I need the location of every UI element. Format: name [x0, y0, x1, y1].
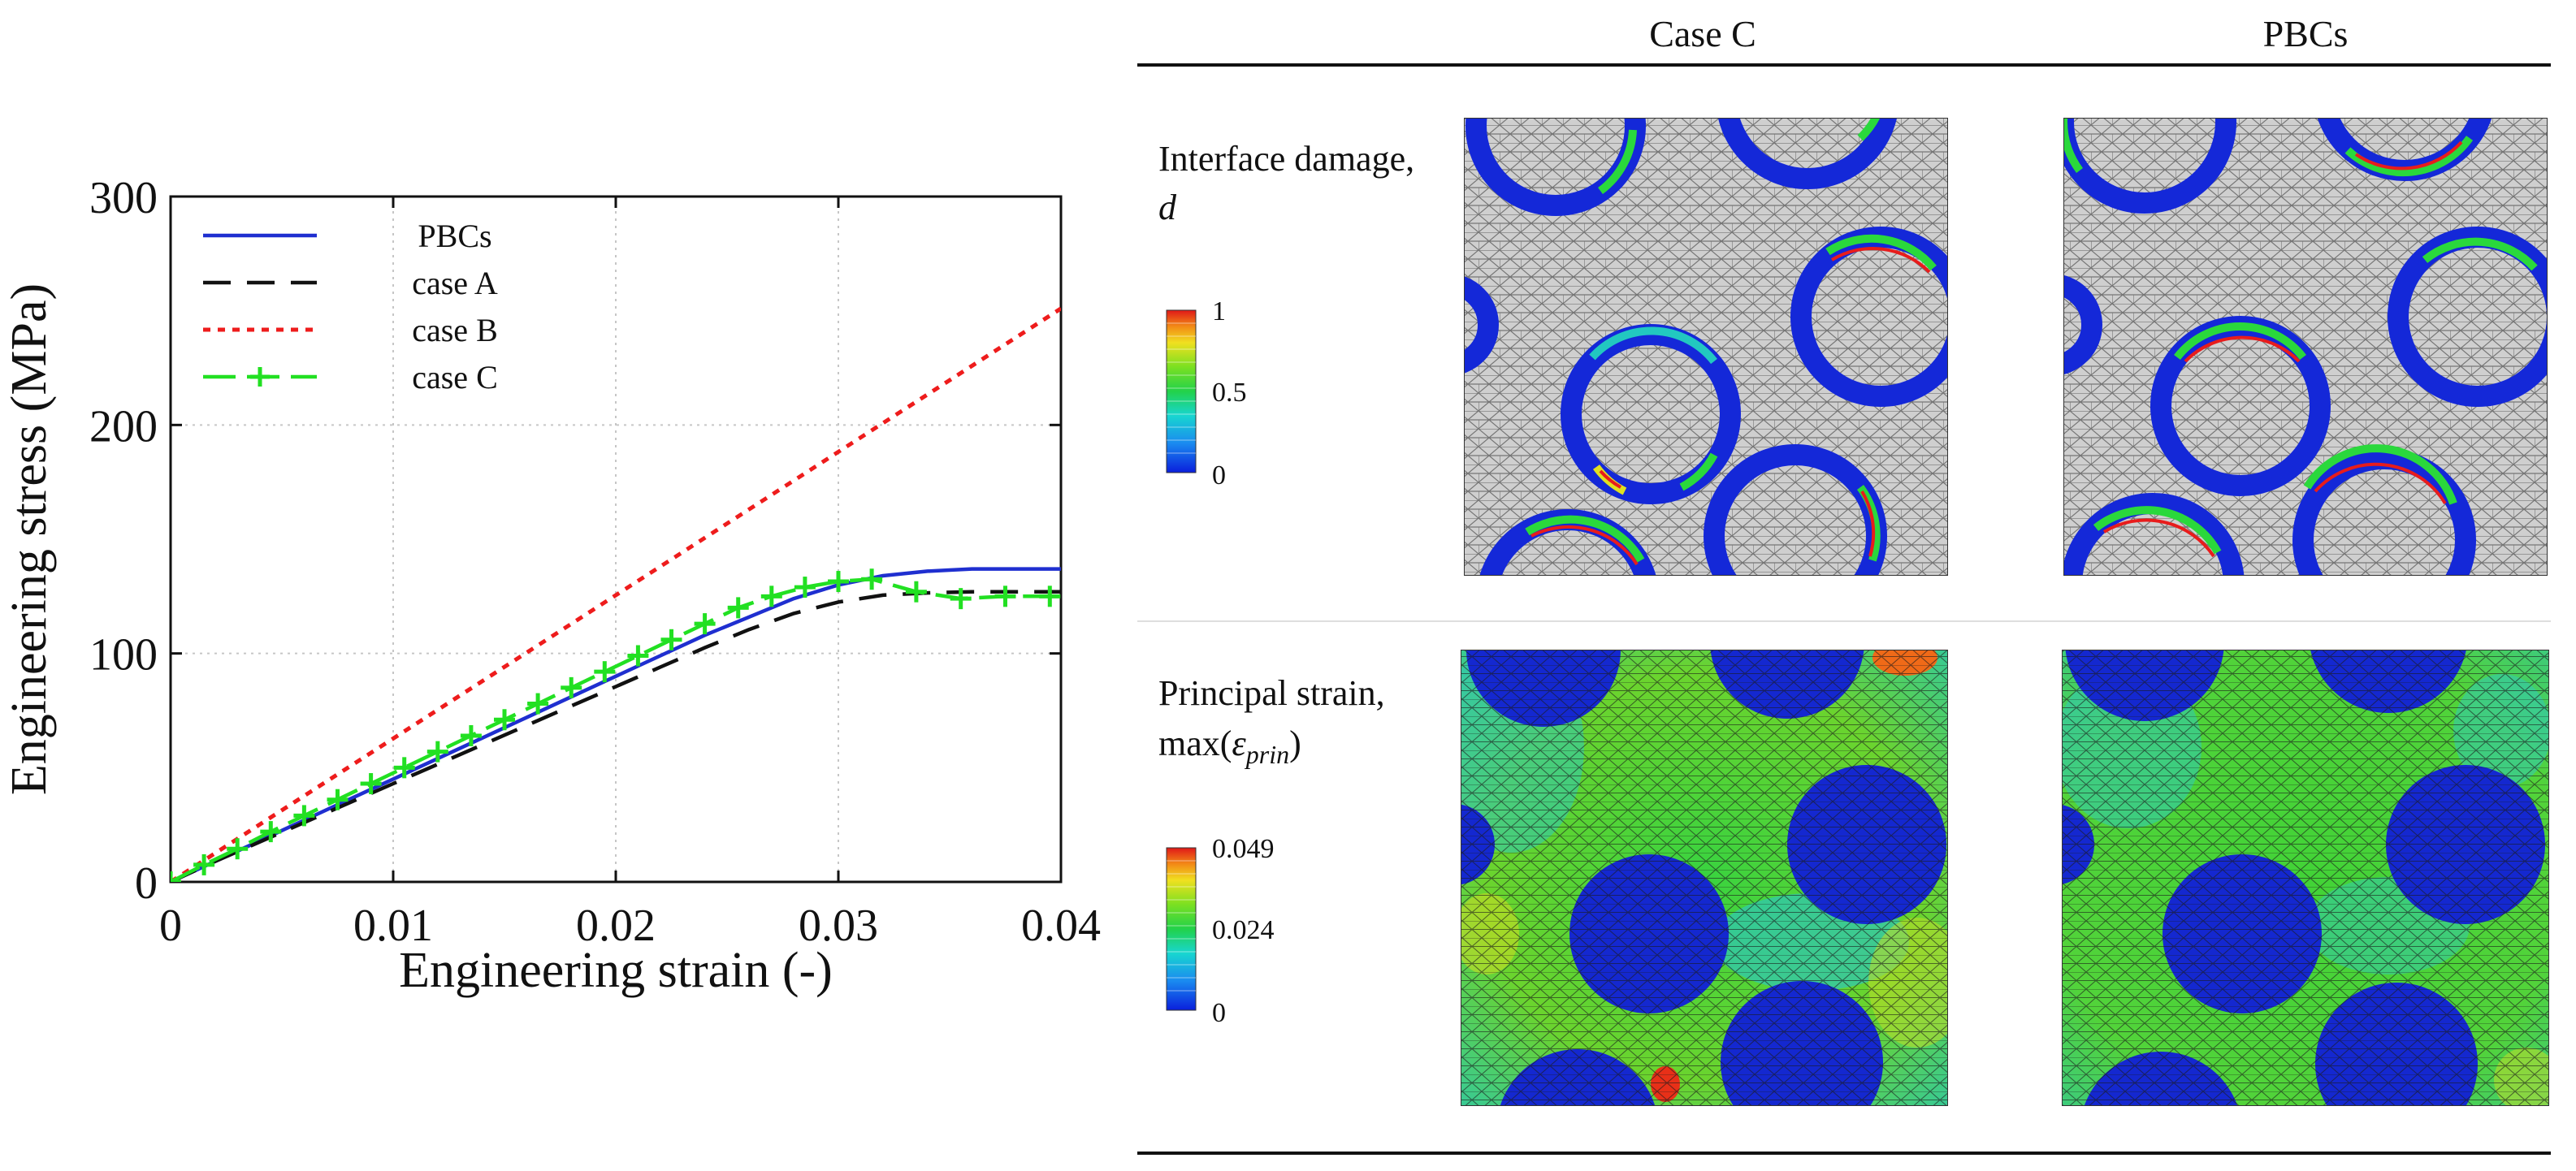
strain-expr-subscript: prin: [1245, 740, 1289, 769]
contour-damage-case-c: [1464, 118, 1948, 576]
series-marker-case-c: [393, 757, 415, 779]
y-axis-label: Engineering stress (MPa): [2, 283, 57, 795]
series-marker-case-c: [193, 853, 215, 875]
series-marker-case-c: [1039, 586, 1061, 607]
series-marker-case-c: [171, 871, 181, 882]
series-marker-case-c: [950, 588, 972, 610]
legend-label-pbcs: PBCs: [418, 218, 491, 254]
series-marker-case-c: [227, 838, 249, 860]
y-tick-label: 300: [89, 173, 158, 223]
strain-expr-epsilon: ε: [1232, 724, 1246, 763]
series-marker-case-c: [426, 741, 448, 763]
series-marker-case-c: [460, 724, 482, 746]
contour-damage-pbcs: [2063, 118, 2548, 576]
series-marker-case-c: [660, 629, 682, 650]
colorbar-damage-min: 0: [1212, 460, 1226, 490]
colorbar-damage-mid: 0.5: [1212, 378, 1247, 408]
colorbar-strain-mid: 0.024: [1212, 915, 1275, 945]
series-marker-case-c: [260, 821, 282, 843]
colorbar-strain-max: 0.049: [1212, 834, 1275, 864]
column-header-case-c: Case C: [1649, 13, 1756, 54]
series-line-pbcs: [171, 567, 1061, 882]
colorbar-damage: 1 0.5 0: [1166, 296, 1247, 490]
y-tick-label: 100: [89, 630, 158, 681]
series-layer: [171, 306, 1061, 882]
contour-strain-pbcs: [2062, 650, 2549, 1106]
series-marker-case-c: [293, 805, 315, 827]
legend-label-case-a: case A: [412, 265, 498, 301]
row-label-damage-variable: d: [1158, 188, 1177, 227]
column-header-pbcs: PBCs: [2263, 13, 2349, 54]
series-marker-case-c: [494, 709, 515, 731]
stress-strain-chart: 0 0.01 0.02 0.03 0.04 0 100 200 300 PBCs case A ca…: [2, 173, 1101, 998]
colorbar-strain: 0.049 0.024 0: [1166, 834, 1275, 1028]
series-marker-case-c: [561, 676, 582, 698]
colorbar-damage-max: 1: [1212, 296, 1226, 326]
contour-strain-case-c: [1461, 650, 1948, 1106]
contour-panel: Case C PBCs Interface damage, d 1 0.5 0 …: [1137, 13, 2551, 1155]
series-marker-case-c: [594, 661, 616, 683]
legend-label-case-c: case C: [412, 359, 498, 395]
series-marker-case-c: [794, 577, 816, 598]
x-tick-label: 0.03: [799, 901, 878, 951]
x-tick-label: 0: [159, 901, 182, 951]
chart-gridlines: [171, 197, 1061, 882]
row-label-strain-expression: max(εprin): [1158, 724, 1301, 769]
series-line-case-b: [171, 306, 1061, 882]
x-axis-label: Engineering strain (-): [399, 943, 833, 998]
colorbar-strain-min: 0: [1212, 998, 1226, 1028]
series-marker-case-c: [994, 586, 1016, 607]
series-marker-case-c: [527, 693, 549, 715]
x-tick-label: 0.04: [1021, 901, 1101, 951]
x-tick-label: 0.02: [576, 901, 656, 951]
series-line-case-c: [171, 577, 1050, 882]
series-marker-case-c: [694, 613, 716, 635]
series-marker-case-c: [828, 571, 849, 593]
axis-ticks: 0 0.01 0.02 0.03 0.04 0 100 200 300: [89, 173, 1101, 951]
legend-label-case-b: case B: [412, 312, 498, 348]
series-marker-case-c: [327, 789, 349, 810]
y-tick-label: 0: [135, 858, 158, 909]
strain-expr-max: max(: [1158, 724, 1232, 763]
row-label-interface-damage: Interface damage,: [1158, 139, 1414, 179]
y-tick-label: 200: [89, 401, 158, 452]
chart-legend: PBCs case A case B case C: [203, 218, 498, 395]
series-marker-case-c: [627, 645, 649, 667]
row-label-principal-strain: Principal strain,: [1158, 673, 1385, 713]
x-tick-label: 0.01: [353, 901, 433, 951]
series-marker-case-c: [360, 773, 382, 795]
series-marker-case-c: [905, 581, 927, 603]
strain-expr-close: ): [1289, 724, 1301, 763]
series-marker-case-c: [760, 586, 782, 607]
series-marker-case-c: [861, 568, 883, 590]
series-marker-case-c: [727, 597, 749, 619]
